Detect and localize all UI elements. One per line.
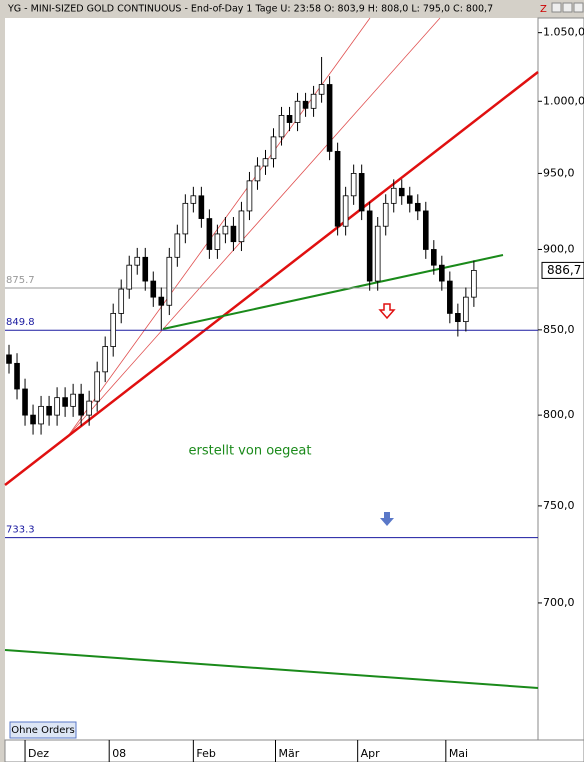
candle-body: [430, 249, 437, 266]
header-title: YG - MINI-SIZED GOLD CONTINUOUS - End-of…: [7, 4, 493, 15]
last-price-label: 886,7: [547, 263, 581, 277]
candle-body: [166, 256, 173, 306]
orders-button-label[interactable]: Ohne Orders: [11, 725, 75, 736]
candle-body: [342, 195, 349, 227]
candle-body: [110, 313, 117, 347]
candle-body: [238, 210, 245, 243]
candle-body: [230, 225, 237, 243]
candle-body: [198, 195, 205, 219]
candle-body: [6, 354, 12, 364]
candle-body: [134, 256, 141, 266]
candle-body: [94, 371, 100, 402]
candle-body: [471, 270, 477, 298]
candle-body: [86, 400, 92, 416]
y-tick-label: 1.050,0: [543, 26, 584, 39]
y-axis-panel: [537, 17, 584, 741]
candle-body: [174, 233, 181, 258]
candle-body: [374, 225, 381, 282]
window-max[interactable]: [562, 2, 573, 13]
candle-body: [30, 414, 36, 425]
candle-body: [22, 388, 28, 416]
candle-body: [414, 202, 421, 212]
candle-body: [46, 405, 52, 416]
x-tick-label: 08: [112, 747, 126, 760]
level-label: 733.3: [6, 525, 35, 536]
y-tick-label: 800,0: [543, 408, 575, 421]
candle-body: [358, 173, 365, 212]
candle-body: [222, 225, 229, 235]
candle-body: [463, 296, 469, 323]
candle-body: [270, 136, 277, 160]
candle-body: [447, 280, 453, 314]
candle-body: [126, 264, 133, 290]
candle-body: [318, 84, 325, 95]
candle-body: [334, 150, 341, 227]
candle-body: [190, 195, 197, 204]
level-label: 875.7: [6, 275, 35, 286]
last-price-box: [541, 261, 584, 279]
plot-area: [5, 18, 538, 740]
orders-button[interactable]: [9, 721, 77, 739]
candle-body: [422, 210, 429, 250]
candle-body: [286, 115, 293, 123]
candle-body: [206, 218, 213, 250]
candle-body: [350, 173, 357, 197]
candle-body: [390, 187, 397, 204]
candle-body: [455, 313, 461, 323]
sell-arrow: [378, 303, 396, 320]
candle-body: [182, 202, 189, 235]
candle-body: [278, 115, 285, 138]
annotation: erstellt von oegeat: [189, 444, 312, 459]
window-min[interactable]: [551, 2, 562, 13]
candle-body: [158, 296, 165, 306]
x-tick-label: Mai: [449, 747, 468, 760]
candle-body: [398, 187, 405, 197]
candle-body: [326, 84, 333, 152]
candle-body: [366, 210, 373, 282]
candle-body: [78, 393, 84, 416]
candle-body: [310, 93, 317, 109]
candle-body: [246, 180, 253, 212]
candle-body: [70, 393, 76, 407]
y-tick-label: 850,0: [543, 323, 575, 336]
x-tick-label: Apr: [361, 747, 381, 760]
level-label: 849.8: [6, 317, 35, 328]
candle-body: [14, 362, 20, 390]
candle-body: [302, 100, 309, 109]
y-tick-label: 900,0: [543, 242, 575, 255]
candle-body: [406, 195, 413, 204]
target-arrow: [380, 512, 394, 526]
y-tick-label: 750,0: [543, 499, 575, 512]
candle-body: [62, 397, 68, 407]
y-tick-label: 1.000,0: [543, 94, 584, 107]
candle-body: [38, 405, 44, 425]
window-close[interactable]: [573, 2, 584, 13]
y-tick-label: 700,0: [543, 596, 575, 609]
x-tick-label: Dez: [28, 747, 49, 760]
candle-body: [142, 256, 149, 282]
candle-body: [54, 397, 60, 416]
candle-body: [102, 346, 108, 373]
x-tick-label: Mär: [279, 747, 300, 760]
x-tick-label: Feb: [196, 747, 215, 760]
candle-body: [439, 264, 445, 282]
header-flag: Z: [540, 4, 547, 15]
candle-body: [382, 202, 389, 227]
candle-body: [214, 233, 221, 250]
candle-body: [262, 158, 269, 167]
y-tick-label: 950,0: [543, 166, 575, 179]
candle-body: [254, 165, 261, 182]
candle-body: [294, 100, 301, 123]
candle-body: [150, 280, 157, 298]
x-axis-panel: [4, 739, 584, 762]
candle-body: [118, 288, 125, 314]
